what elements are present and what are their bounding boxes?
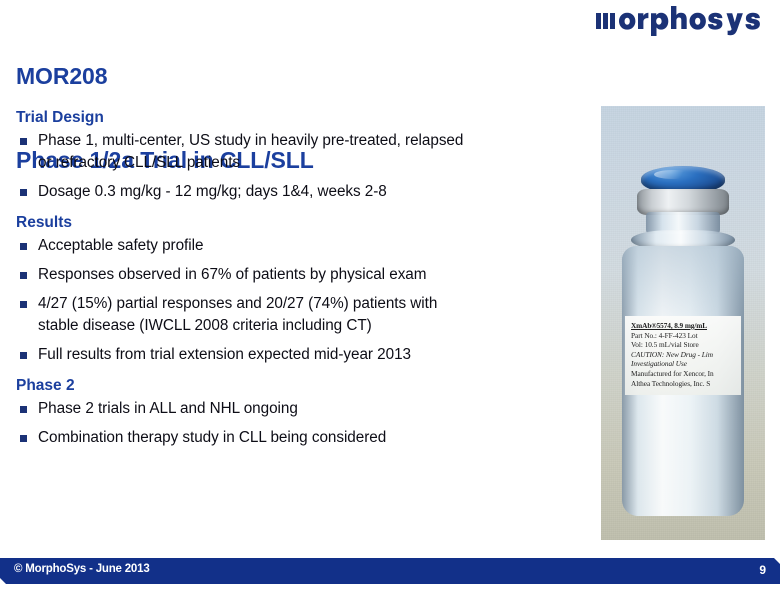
bullet-square-icon — [20, 352, 27, 359]
section-heading: Trial Design — [16, 109, 104, 126]
slide-content: Trial Design Phase 1, multi-center, US s… — [0, 100, 596, 550]
page-title-line-2: Phase 1/2a Trial in CLL/SLL — [16, 147, 314, 173]
list-item: Phase 1, multi-center, US study in heavi… — [0, 130, 596, 174]
list-item-text: Dosage 0.3 mg/kg - 12 mg/kg; days 1&4, w… — [38, 183, 387, 200]
list-item-text: Combination therapy study in CLL being c… — [38, 429, 387, 446]
list-item: 4/27 (15%) partial responses and 20/27 (… — [0, 293, 596, 337]
vial-crimp-collar — [637, 189, 729, 215]
page-title: MOR208 Phase 1/2a Trial in CLL/SLL — [16, 6, 314, 230]
bullet-square-icon — [20, 301, 27, 308]
list-item-text: Responses observed in 67% of patients by… — [38, 266, 427, 283]
vial-label-line-2: Part No.: 4-FF-423 Lot — [631, 330, 698, 340]
section-phase-2: Phase 2 Phase 2 trials in ALL and NHL on… — [0, 376, 596, 449]
section-heading: Phase 2 — [16, 377, 75, 394]
page-title-line-1: MOR208 — [16, 63, 108, 89]
footer-copyright: © MorphoSys - June 2013 — [14, 563, 150, 575]
section-results: Results Acceptable safety profile Respon… — [0, 213, 596, 366]
vial-label-line-5: Investigational Use — [631, 359, 687, 369]
list-item: Combination therapy study in CLL being c… — [0, 427, 596, 449]
list-item-text: Phase 1, multi-center, US study in heavi… — [38, 132, 464, 171]
bullet-list: Phase 2 trials in ALL and NHL ongoing Co… — [0, 398, 596, 449]
footer-page-number: 9 — [759, 563, 766, 577]
list-item-text: Acceptable safety profile — [38, 237, 204, 254]
bullet-square-icon — [20, 435, 27, 442]
list-item-text: 4/27 (15%) partial responses and 20/27 (… — [38, 295, 438, 334]
vial-shoulder — [631, 230, 735, 250]
vial-label: XmAb®5574, 8.9 mg/mL Part No.: 4-FF-423 … — [625, 316, 741, 396]
list-item: Phase 2 trials in ALL and NHL ongoing — [0, 398, 596, 420]
vial-label-line-6: Manufactured for Xencor, In — [631, 368, 714, 378]
bullet-square-icon — [20, 272, 27, 279]
vial-label-line-3: Vol: 10.5 mL/vial Store — [631, 340, 699, 350]
list-item: Dosage 0.3 mg/kg - 12 mg/kg; days 1&4, w… — [0, 181, 596, 203]
slide-header: MOR208 Phase 1/2a Trial in CLL/SLL — [0, 0, 780, 173]
list-item: Acceptable safety profile — [0, 235, 596, 257]
bullet-square-icon — [20, 406, 27, 413]
list-item-text: Full results from trial extension expect… — [38, 346, 411, 363]
vial-label-line-1: XmAb®5574, 8.9 mg/mL — [631, 321, 708, 330]
morphosys-logo — [596, 4, 768, 38]
bullet-list: Acceptable safety profile Responses obse… — [0, 235, 596, 366]
bullet-square-icon — [20, 138, 27, 145]
bullet-square-icon — [20, 243, 27, 250]
vial-body: XmAb®5574, 8.9 mg/mL Part No.: 4-FF-423 … — [622, 246, 744, 516]
slide-footer: © MorphoSys - June 2013 9 — [0, 558, 780, 584]
list-item: Full results from trial extension expect… — [0, 344, 596, 366]
section-heading: Results — [16, 214, 72, 231]
vial-label-line-4: CAUTION: New Drug - Lim — [631, 349, 713, 359]
vial-label-line-7: Althea Technologies, Inc. S — [631, 378, 711, 388]
list-item-text: Phase 2 trials in ALL and NHL ongoing — [38, 400, 298, 417]
bullet-square-icon — [20, 189, 27, 196]
list-item: Responses observed in 67% of patients by… — [0, 264, 596, 286]
section-trial-design: Trial Design Phase 1, multi-center, US s… — [0, 108, 596, 203]
bullet-list: Phase 1, multi-center, US study in heavi… — [0, 130, 596, 203]
vial-neck — [646, 212, 720, 234]
drug-vial-photo: XmAb®5574, 8.9 mg/mL Part No.: 4-FF-423 … — [601, 106, 765, 540]
vial-illustration: XmAb®5574, 8.9 mg/mL Part No.: 4-FF-423 … — [619, 166, 747, 516]
